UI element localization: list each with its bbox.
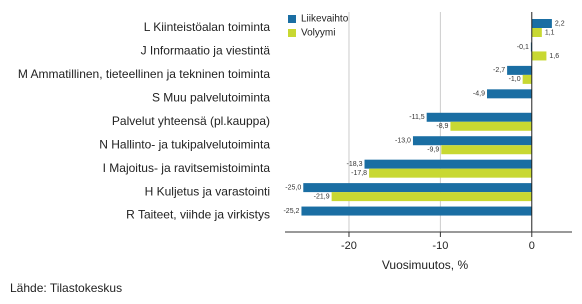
category-label: S Muu palvelutoiminta [152,91,270,105]
bar [426,112,532,122]
bar [507,65,532,75]
legend-label: Liikevaihto [301,14,349,25]
bar [364,159,532,169]
value-label: -4,9 [473,91,485,98]
bar [441,145,532,155]
value-label: -1,0 [509,76,521,83]
value-label: -25,2 [283,208,299,215]
bar [301,206,532,216]
bar [369,168,532,178]
value-label: -25,0 [285,184,301,191]
legend-label: Volyymi [301,28,335,39]
value-label: 1,1 [545,29,555,36]
bar [486,89,532,99]
value-label: -18,3 [347,161,363,168]
x-tick-label: 0 [529,240,535,252]
value-label: -21,9 [314,193,330,200]
legend-swatch [288,15,296,23]
bar [450,121,532,131]
value-label: -2,7 [493,67,505,74]
category-label: N Hallinto- ja tukipalvelutoiminta [99,137,270,151]
value-label: -17,8 [351,170,367,177]
bar [331,192,532,202]
bar [531,51,547,61]
value-label: 1,6 [549,53,559,60]
legend-swatch [288,29,296,37]
bar [531,19,552,28]
value-label: -0,1 [517,44,529,51]
category-label: J Informaatio ja viestintä [141,44,271,58]
category-label: I Majoitus- ja ravitsemistoiminta [103,161,271,175]
x-tick-label: -20 [341,240,357,252]
category-label: M Ammatillinen, tieteellinen ja tekninen… [18,67,270,81]
bar [412,136,532,146]
category-label: L Kiinteistöalan toiminta [144,20,271,34]
value-label: -9,9 [427,147,439,154]
value-label: -13,0 [395,138,411,145]
category-label: R Taiteet, viihde ja virkistys [126,208,270,222]
source: Lähde: Tilastokeskus [10,281,122,295]
bar [303,183,532,193]
value-label: -11,5 [409,114,425,121]
x-tick-label: -10 [432,240,448,252]
x-axis-label: Vuosimuutos, % [382,258,469,272]
bar [531,28,542,37]
value-label: 2,2 [555,20,565,27]
category-label: Palvelut yhteensä (pl.kauppa) [112,114,270,128]
category-label: H Kuljetus ja varastointi [145,184,270,198]
value-label: -8,9 [436,123,448,130]
bar [522,74,532,84]
